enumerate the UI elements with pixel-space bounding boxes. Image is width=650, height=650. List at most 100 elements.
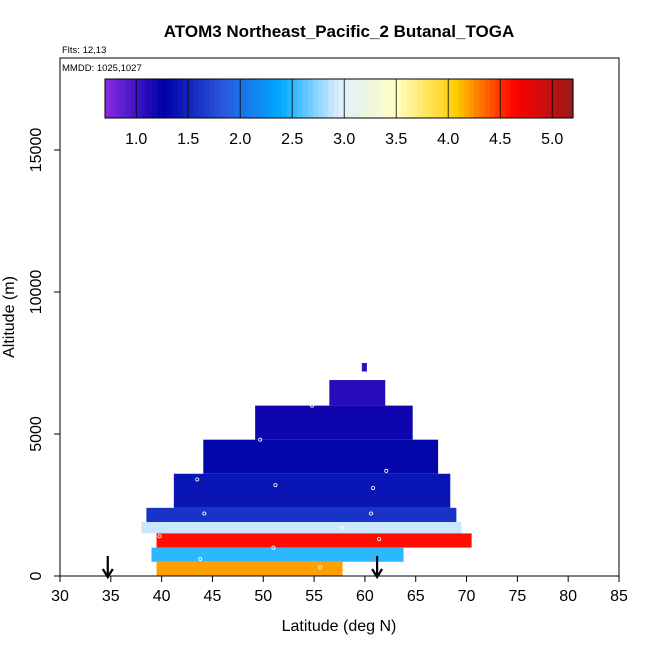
- colorbar-swatch: [469, 79, 475, 118]
- colorbar-swatch: [437, 79, 444, 118]
- data-layers: [141, 363, 472, 576]
- sample-point: [318, 565, 323, 570]
- colorbar-swatch: [474, 79, 480, 118]
- colorbar-swatch: [531, 79, 538, 118]
- data-layer: [156, 533, 472, 548]
- colorbar-tick-label: 2.0: [229, 131, 251, 148]
- data-layer: [151, 547, 404, 562]
- colorbar-swatch: [401, 79, 408, 118]
- data-layer: [255, 405, 413, 440]
- sample-points: [155, 370, 389, 573]
- sample-point: [339, 525, 344, 530]
- colorbar-swatch: [105, 79, 111, 118]
- y-tick-label: 5000: [28, 416, 45, 452]
- colorbar-swatch: [146, 79, 153, 118]
- colorbar-swatch: [281, 79, 288, 118]
- colorbar-swatch: [203, 79, 210, 118]
- colorbar-swatch: [406, 79, 413, 118]
- sample-point: [273, 483, 278, 488]
- colorbar-swatch: [177, 79, 184, 118]
- data-layer: [361, 363, 367, 372]
- sample-point: [357, 370, 362, 375]
- sample-point: [209, 420, 214, 425]
- y-axis-label: Altitude (m): [1, 276, 18, 358]
- x-tick-label: 30: [51, 588, 69, 605]
- colorbar-swatch: [432, 79, 439, 118]
- sample-point: [198, 556, 203, 561]
- colorbar-swatch: [120, 79, 127, 118]
- dates-label: MMDD: 1025,1027: [62, 63, 142, 74]
- colorbar-swatch: [110, 79, 116, 118]
- sample-point: [157, 534, 162, 539]
- colorbar-tick-label: 2.5: [281, 131, 303, 148]
- colorbar-swatch: [245, 79, 252, 118]
- colorbar-swatch: [162, 79, 168, 118]
- colorbar-swatch: [479, 79, 486, 118]
- colorbar-swatch: [375, 79, 382, 118]
- colorbar-swatch: [495, 79, 501, 118]
- colorbar-swatch: [323, 79, 330, 118]
- sample-point: [369, 511, 374, 516]
- plot-frame: [59, 57, 620, 577]
- colorbar-swatch: [167, 79, 174, 118]
- colorbar-tick-label: 3.5: [385, 131, 407, 148]
- colorbar-swatch: [453, 79, 460, 118]
- colorbar-swatch: [214, 79, 220, 118]
- colorbar-swatch: [151, 79, 158, 118]
- flights-label: Flts: 12,13: [62, 45, 106, 56]
- x-tick-label: 60: [356, 588, 374, 605]
- sample-point: [342, 568, 347, 573]
- colorbar-swatch: [318, 79, 324, 118]
- x-tick-label: 50: [254, 588, 272, 605]
- colorbar-swatch: [354, 79, 361, 118]
- colorbar-swatch: [125, 79, 132, 118]
- x-tick-label: 70: [458, 588, 476, 605]
- colorbar-swatch: [552, 79, 558, 118]
- colorbar: 1.0 1.5 2.0 2.5 3.0 3.5 4.0 4.5 5.0: [104, 78, 574, 148]
- colorbar-swatch: [302, 79, 309, 118]
- colorbar-swatch: [240, 79, 246, 118]
- colorbar-swatch: [141, 79, 148, 118]
- colorbar-tick-label: 4.5: [489, 131, 511, 148]
- x-tick-label: 35: [102, 588, 120, 605]
- colorbar-tick-label: 4.0: [437, 131, 459, 148]
- sample-point: [271, 545, 276, 550]
- colorbar-swatch: [458, 79, 465, 118]
- sample-point: [155, 497, 160, 502]
- colorbar-tick-label: 1.5: [177, 131, 199, 148]
- colorbar-swatch: [328, 79, 335, 118]
- colorbar-frame: [104, 78, 574, 119]
- y-tick-label: 0: [28, 571, 45, 580]
- colorbar-swatch: [339, 79, 345, 118]
- data-layer: [329, 380, 386, 406]
- colorbar-swatch: [489, 79, 496, 118]
- colorbar-swatch: [567, 79, 574, 118]
- arrow-marker: [371, 556, 384, 580]
- colorbar-swatch: [115, 79, 122, 118]
- colorbar-swatch: [562, 79, 569, 118]
- data-layer: [203, 439, 439, 474]
- colorbar-swatch: [417, 79, 423, 118]
- colorbar-swatch: [443, 79, 449, 118]
- colorbar-swatch: [526, 79, 532, 118]
- colorbar-swatch: [463, 79, 470, 118]
- y-tick-label: 15000: [28, 128, 45, 173]
- colorbar-swatch: [313, 79, 319, 118]
- colorbar-swatch: [209, 79, 215, 118]
- colorbar-swatch: [157, 79, 163, 118]
- colorbar-swatch: [219, 79, 226, 118]
- colorbar-swatch: [547, 79, 553, 118]
- x-tick-label: 85: [610, 588, 628, 605]
- colorbar-swatch: [391, 79, 397, 118]
- colorbar-swatch: [541, 79, 548, 118]
- colorbar-swatch: [505, 79, 512, 118]
- y-tick-label: 10000: [28, 270, 45, 315]
- y-axis: 0 5000 10000 15000: [28, 128, 60, 580]
- x-axis-label: Latitude (deg N): [282, 618, 397, 635]
- sample-point: [258, 437, 263, 442]
- colorbar-swatch: [297, 79, 304, 118]
- colorbar-swatch: [276, 79, 283, 118]
- colorbar-tick-label: 1.0: [125, 131, 147, 148]
- colorbar-swatch: [188, 79, 194, 118]
- colorbar-swatch: [198, 79, 205, 118]
